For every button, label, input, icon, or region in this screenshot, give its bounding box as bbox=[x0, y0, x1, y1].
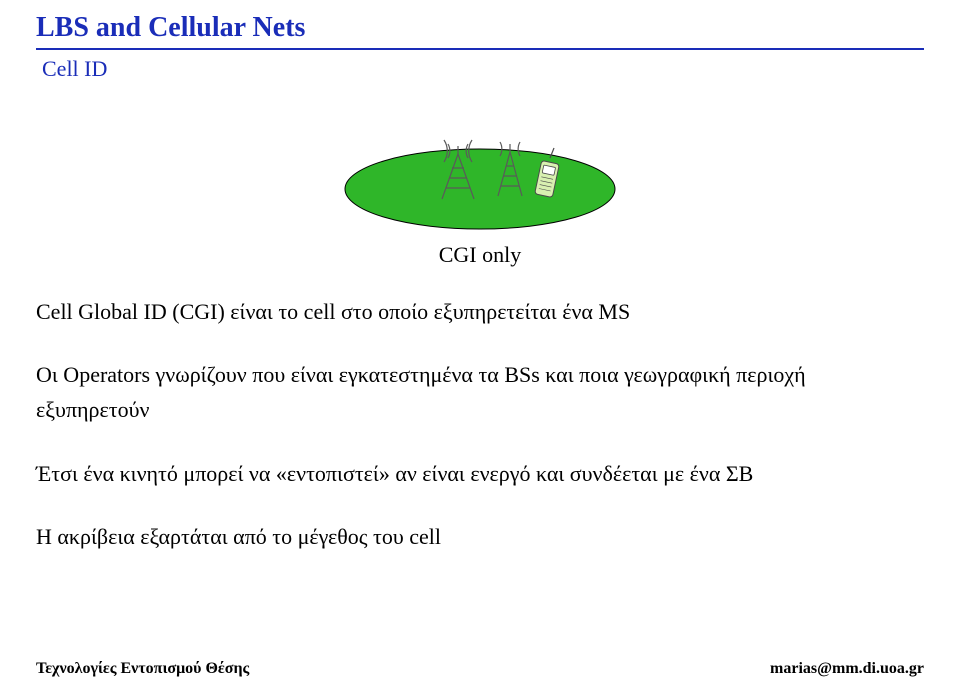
paragraph-3: Έτσι ένα κινητό μπορεί να «εντοπιστεί» α… bbox=[36, 456, 924, 491]
body-text: Cell Global ID (CGI) είναι το cell στο ο… bbox=[36, 294, 924, 554]
cell-diagram bbox=[330, 104, 630, 234]
diagram-caption: CGI only bbox=[36, 242, 924, 268]
paragraph-1: Cell Global ID (CGI) είναι το cell στο ο… bbox=[36, 294, 924, 329]
footer-right: marias@mm.di.uoa.gr bbox=[770, 660, 924, 678]
page-subtitle: Cell ID bbox=[42, 56, 924, 82]
paragraph-4: Η ακρίβεια εξαρτάται από το μέγεθος του … bbox=[36, 519, 924, 554]
footer-left: Τεχνολογίες Εντοπισμού Θέσης bbox=[36, 660, 249, 678]
page-title: LBS and Cellular Nets bbox=[36, 12, 924, 44]
title-divider bbox=[36, 48, 924, 50]
paragraph-2: Οι Operators γνωρίζουν που είναι εγκατεσ… bbox=[36, 357, 924, 427]
slide: LBS and Cellular Nets Cell ID bbox=[0, 0, 960, 692]
diagram-container bbox=[36, 104, 924, 234]
footer: Τεχνολογίες Εντοπισμού Θέσης marias@mm.d… bbox=[36, 660, 924, 678]
